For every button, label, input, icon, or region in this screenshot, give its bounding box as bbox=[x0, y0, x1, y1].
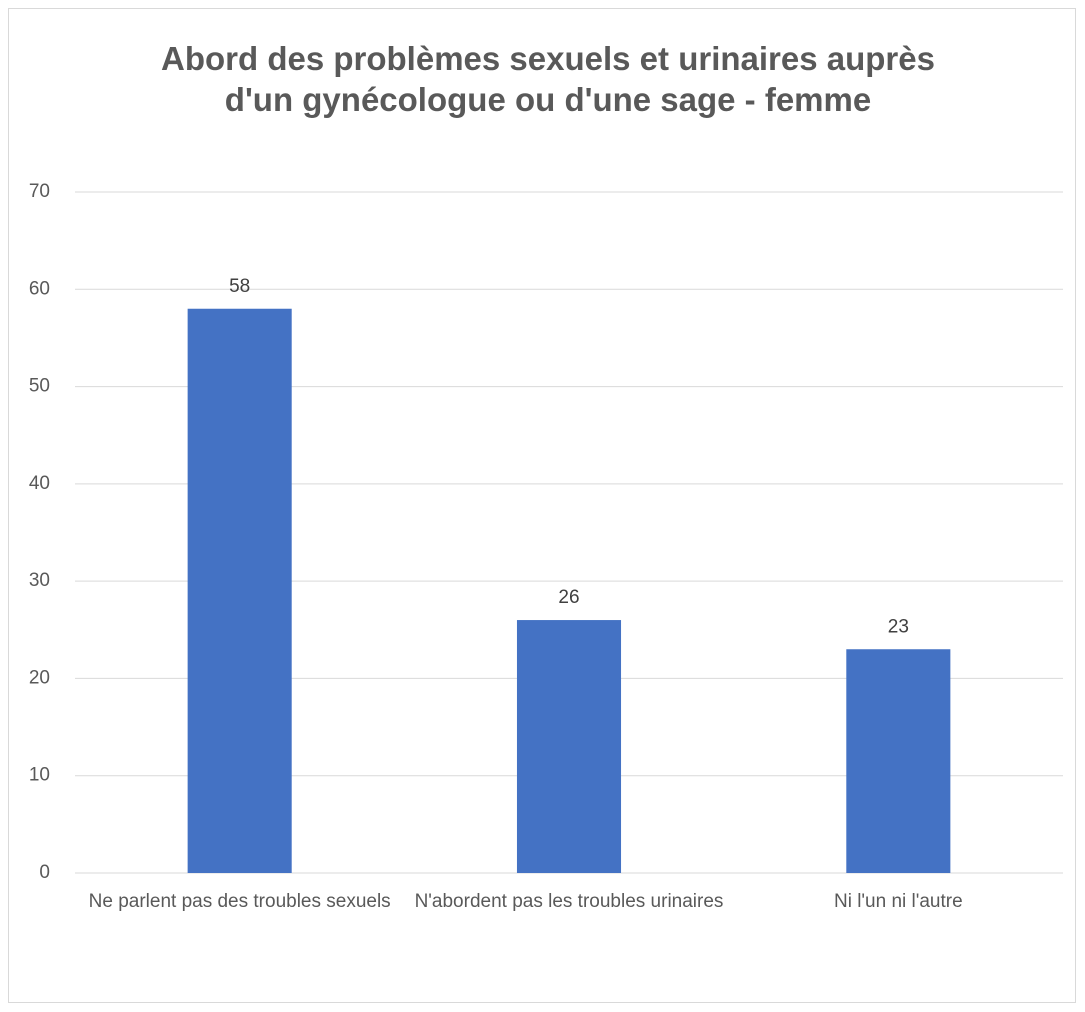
y-tick-label: 10 bbox=[29, 765, 50, 786]
chart-frame bbox=[8, 8, 1076, 1003]
bar bbox=[187, 308, 292, 873]
x-tick-label: Ne parlent pas des troubles sexuels bbox=[88, 891, 391, 912]
value-label: 23 bbox=[888, 616, 909, 637]
x-tick-label: N'abordent pas les troubles urinaires bbox=[414, 891, 724, 912]
y-tick-label: 60 bbox=[29, 278, 50, 299]
y-tick-label: 40 bbox=[29, 473, 50, 494]
bar bbox=[516, 620, 622, 873]
value-label: 58 bbox=[229, 276, 250, 297]
y-tick-label: 0 bbox=[39, 862, 50, 883]
y-tick-label: 70 bbox=[29, 181, 50, 202]
chart-title: Abord des problèmes sexuels et urinaires… bbox=[161, 40, 935, 118]
value-label: 26 bbox=[558, 587, 579, 608]
bar bbox=[846, 649, 951, 873]
y-tick-label: 20 bbox=[29, 667, 50, 688]
x-tick-label: Ni l'un ni l'autre bbox=[833, 891, 963, 912]
y-tick-label: 30 bbox=[29, 570, 50, 591]
y-tick-label: 50 bbox=[29, 376, 50, 397]
